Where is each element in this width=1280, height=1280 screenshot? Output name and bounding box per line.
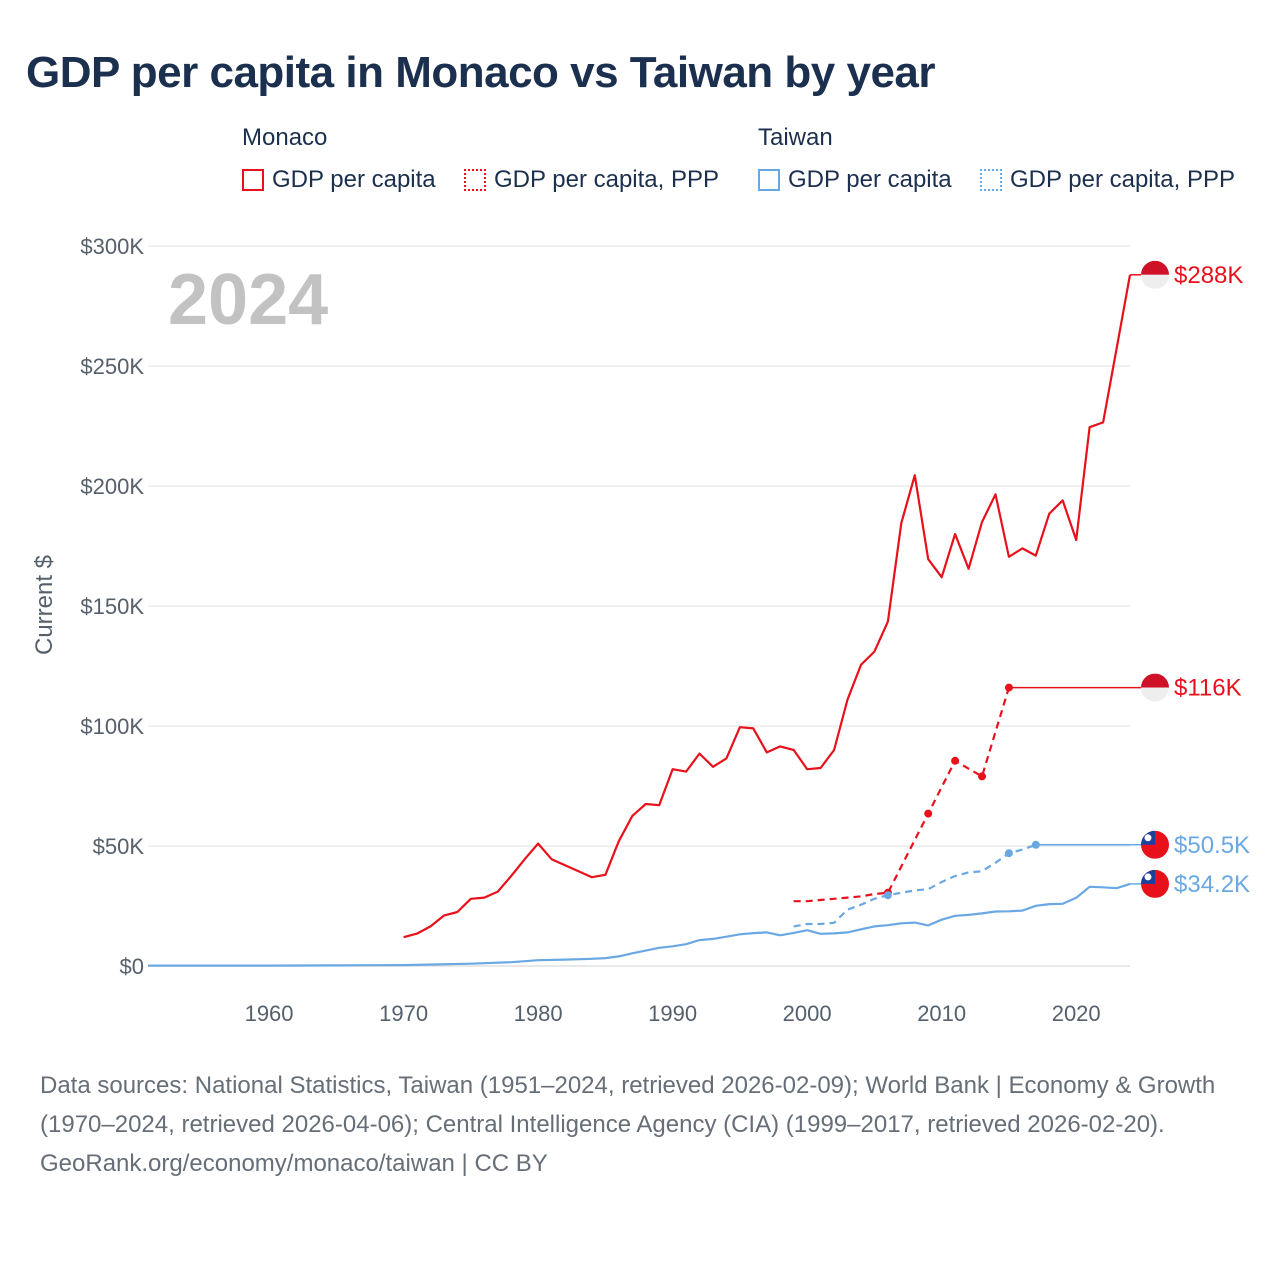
series-point: [951, 756, 960, 765]
end-value-label: $50.5K: [1174, 832, 1250, 859]
x-tick-label: 1960: [245, 1001, 294, 1026]
taiwan-flag-icon: [1141, 830, 1169, 859]
legend-group-taiwan: Taiwan: [758, 124, 833, 151]
legend-group-monaco: Monaco: [242, 124, 328, 151]
end-value-label: $116K: [1174, 675, 1242, 702]
x-tick-label: 2000: [783, 1001, 832, 1026]
y-tick-label: $50K: [93, 834, 145, 859]
x-axis: 1960 1970 1980 1990 2000 2010 2020: [245, 1001, 1101, 1026]
series-line: [148, 882, 1131, 967]
year-watermark: 2024: [168, 260, 328, 340]
series-point: [924, 809, 933, 818]
x-tick-label: 1980: [514, 1001, 563, 1026]
gridlines: [148, 245, 1130, 967]
legend-swatch-taiwan-dotted: [980, 169, 1002, 191]
y-axis: $0 $50K $100K $150K $200K $250K $300K: [80, 234, 144, 979]
end-value-label: $34.2K: [1174, 871, 1250, 898]
y-tick-label: $0: [120, 954, 144, 979]
legend-label: GDP per capita: [788, 166, 952, 193]
legend-item-monaco-gdp[interactable]: GDP per capita: [242, 166, 436, 194]
end-labels: $288K $116K $50.5K $34.2K: [1008, 260, 1250, 898]
x-tick-label: 1990: [648, 1001, 697, 1026]
legend-swatch-monaco-solid: [242, 169, 264, 191]
legend-swatch-taiwan-solid: [758, 169, 780, 191]
series-line: [793, 687, 1010, 903]
series-point: [978, 772, 987, 781]
monaco-flag-icon: [1141, 673, 1169, 702]
y-tick-label: $250K: [80, 354, 144, 379]
taiwan-flag-icon: [1141, 869, 1169, 898]
chart-title: GDP per capita in Monaco vs Taiwan by ye…: [26, 48, 936, 97]
legend-label: GDP per capita: [272, 166, 436, 193]
x-tick-label: 2010: [917, 1001, 966, 1026]
legend-swatch-monaco-dotted: [464, 169, 486, 191]
series: [148, 274, 1132, 967]
x-tick-label: 1970: [379, 1001, 428, 1026]
end-value-label: $288K: [1174, 262, 1243, 289]
y-tick-label: $300K: [80, 234, 144, 259]
y-tick-label: $100K: [80, 714, 144, 739]
x-tick-label: 2020: [1052, 1001, 1101, 1026]
data-sources: Data sources: National Statistics, Taiwa…: [40, 1072, 1216, 1138]
y-tick-label: $200K: [80, 474, 144, 499]
series-point: [1004, 849, 1013, 858]
series-line: [403, 274, 1132, 939]
legend-item-taiwan-gdp[interactable]: GDP per capita: [758, 166, 952, 194]
monaco-flag-icon: [1141, 260, 1169, 289]
credit-link[interactable]: GeoRank.org/economy/monaco/taiwan | CC B…: [40, 1150, 548, 1177]
y-tick-label: $150K: [80, 594, 144, 619]
series-line: [793, 843, 1037, 928]
legend-item-monaco-ppp[interactable]: GDP per capita, PPP: [464, 166, 719, 194]
legend-label: GDP per capita, PPP: [494, 166, 719, 193]
legend-label: GDP per capita, PPP: [1010, 166, 1235, 193]
y-axis-label: Current $: [31, 555, 58, 655]
footer: Data sources: National Statistics, Taiwa…: [40, 1066, 1240, 1183]
line-chart: 2024 $0 $50K $100K $150K $200K $250K $300K 196…: [31, 234, 1250, 1026]
series-point: [883, 891, 892, 900]
legend-item-taiwan-ppp[interactable]: GDP per capita, PPP: [980, 166, 1235, 194]
